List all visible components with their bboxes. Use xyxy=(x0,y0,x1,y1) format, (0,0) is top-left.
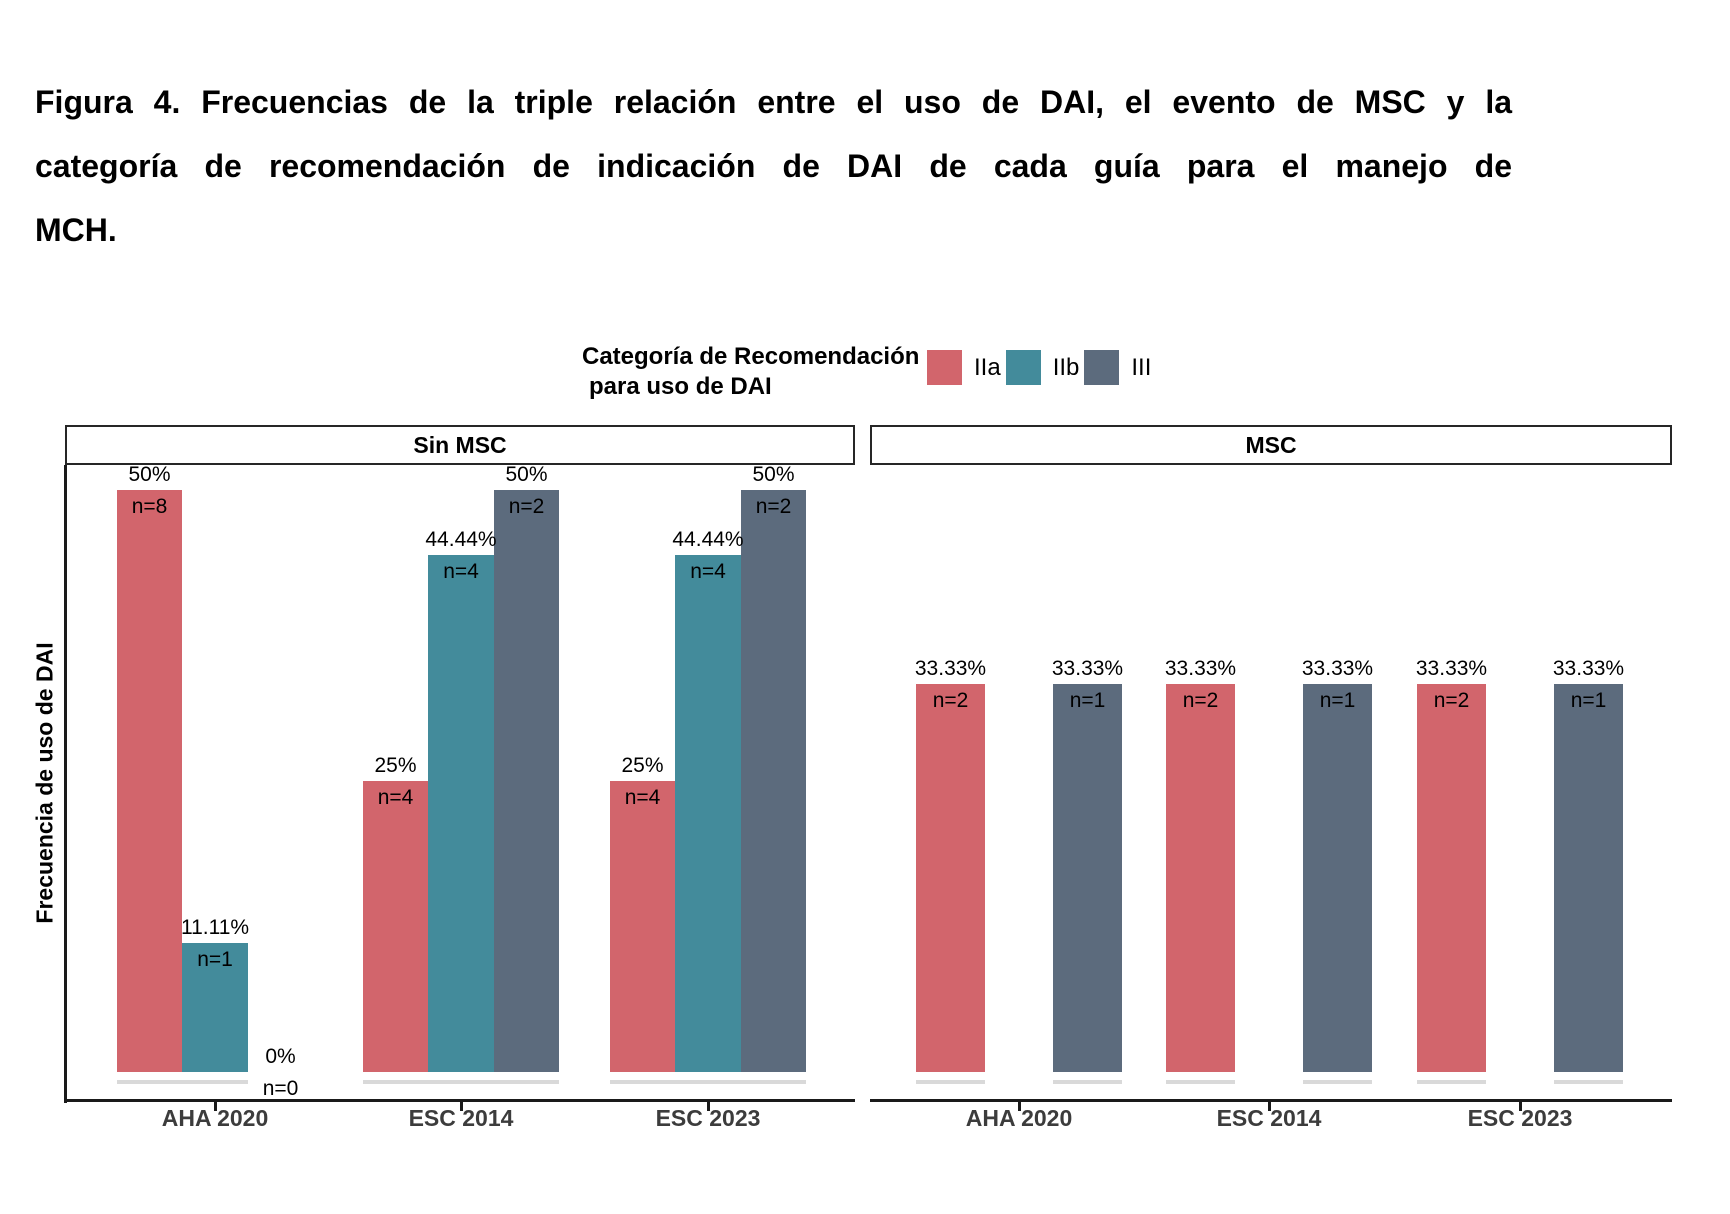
x-axis-line xyxy=(65,1099,855,1102)
bar-n-label: n=2 xyxy=(508,495,545,518)
x-axis-tick xyxy=(213,1102,217,1111)
bar-pct-label: 50% xyxy=(752,463,795,486)
bar-shadow xyxy=(609,1080,676,1084)
bar-pct-label: 44.44% xyxy=(672,528,744,551)
bar-pct-label: 33.33% xyxy=(1164,657,1237,680)
bar-msc-aha-2020-iii xyxy=(1053,684,1122,1072)
bar-n-label: n=4 xyxy=(377,786,414,809)
x-axis-tick xyxy=(459,1102,463,1111)
bar-sin-msc-esc-2023-iia xyxy=(609,781,676,1072)
bar-n-label: n=2 xyxy=(1182,689,1219,712)
tick-label-msc-esc-2023: ESC 2023 xyxy=(1467,1105,1573,1131)
bar-sin-msc-esc-2014-iii xyxy=(493,490,560,1072)
bar-n-label: n=8 xyxy=(131,495,168,518)
legend-item-iii: III xyxy=(1084,350,1151,385)
bar-sin-msc-esc-2023-iib xyxy=(675,555,741,1072)
bar-n-label: n=2 xyxy=(1433,689,1470,712)
figure-title-line-2: categoría de recomendación de indicación… xyxy=(35,148,1512,184)
bar-n-label: n=1 xyxy=(1069,689,1106,712)
bar-n-label: n=2 xyxy=(932,689,969,712)
tick-label-sin-msc-esc-2014: ESC 2014 xyxy=(408,1105,514,1131)
bar-msc-aha-2020-iia xyxy=(916,684,985,1072)
legend-swatch-iia xyxy=(927,350,962,385)
figure-title-line-1: Figura 4. Frecuencias de la triple relac… xyxy=(35,84,1512,120)
bar-msc-esc-2023-iia xyxy=(1417,684,1486,1072)
bar-sin-msc-aha-2020-iia xyxy=(116,490,183,1072)
bar-msc-esc-2023-iii xyxy=(1554,684,1623,1072)
legend: IIa IIb III xyxy=(927,350,1151,385)
figure-title: Figura 4. Frecuencias de la triple relac… xyxy=(35,70,1512,262)
bar-n-label: n=2 xyxy=(755,495,792,518)
bar-sin-msc-esc-2014-iib xyxy=(428,555,494,1072)
bar-n-label: n=0 xyxy=(262,1077,299,1100)
bar-n-label: n=4 xyxy=(690,560,726,583)
bar-shadow xyxy=(182,1080,248,1084)
facet-strip-msc: MSC xyxy=(870,425,1672,465)
bar-shadow xyxy=(116,1080,183,1084)
bar-shadow xyxy=(428,1080,494,1084)
legend-label-iii: III xyxy=(1131,353,1152,381)
legend-item-iib: IIb xyxy=(1005,350,1080,385)
bar-shadow xyxy=(1166,1080,1235,1084)
bar-shadow xyxy=(740,1080,807,1084)
x-axis-tick xyxy=(1518,1102,1522,1111)
bar-n-label: n=1 xyxy=(197,948,233,971)
legend-title-line-2: para uso de DAI xyxy=(589,373,772,400)
legend-title: Categoría de Recomendación para uso de D… xyxy=(582,342,919,402)
bar-pct-label: 33.33% xyxy=(1552,657,1625,680)
bar-shadow xyxy=(1417,1080,1486,1084)
bar-pct-label: 25% xyxy=(621,754,664,777)
bar-sin-msc-esc-2023-iii xyxy=(740,490,807,1072)
bar-pct-label: 33.33% xyxy=(1051,657,1124,680)
bar-pct-label: 50% xyxy=(128,463,171,486)
bar-shadow xyxy=(1554,1080,1623,1084)
bar-shadow xyxy=(362,1080,429,1084)
tick-label-sin-msc-aha-2020: AHA 2020 xyxy=(161,1105,269,1131)
bar-pct-label: 33.33% xyxy=(1301,657,1374,680)
bar-sin-msc-aha-2020-iib xyxy=(182,943,248,1072)
x-axis-line xyxy=(870,1099,1672,1102)
bar-pct-label: 0% xyxy=(265,1045,296,1068)
bar-pct-label: 33.33% xyxy=(914,657,987,680)
bar-sin-msc-esc-2014-iia xyxy=(362,781,429,1072)
bar-shadow xyxy=(675,1080,741,1084)
bar-msc-esc-2014-iia xyxy=(1166,684,1235,1072)
bar-shadow xyxy=(493,1080,560,1084)
bar-pct-label: 11.11% xyxy=(180,916,250,939)
tick-label-msc-esc-2014: ESC 2014 xyxy=(1216,1105,1322,1131)
legend-item-iia: IIa xyxy=(927,350,1001,385)
legend-swatch-iii xyxy=(1084,350,1120,385)
bar-pct-label: 44.44% xyxy=(425,528,497,551)
y-axis-title: Frecuencia de uso de DAI xyxy=(31,642,58,924)
tick-label-sin-msc-esc-2023: ESC 2023 xyxy=(655,1105,761,1131)
legend-swatch-iib xyxy=(1005,350,1041,385)
tick-label-msc-aha-2020: AHA 2020 xyxy=(965,1105,1073,1131)
bar-pct-label: 33.33% xyxy=(1415,657,1488,680)
bar-pct-label: 25% xyxy=(374,754,417,777)
facet-strip-sin-msc: Sin MSC xyxy=(65,425,855,465)
bar-n-label: n=1 xyxy=(1570,689,1607,712)
legend-label-iib: IIb xyxy=(1052,353,1080,381)
bar-n-label: n=1 xyxy=(1319,689,1356,712)
legend-label-iia: IIa xyxy=(974,353,1001,381)
bar-shadow xyxy=(916,1080,985,1084)
bar-shadow xyxy=(1303,1080,1372,1084)
y-axis-line xyxy=(64,465,67,1103)
x-axis-tick xyxy=(706,1102,710,1111)
bar-n-label: n=4 xyxy=(443,560,479,583)
bar-n-label: n=4 xyxy=(624,786,661,809)
figure-title-line-3: MCH. xyxy=(35,212,117,248)
bar-msc-esc-2014-iii xyxy=(1303,684,1372,1072)
bar-pct-label: 50% xyxy=(505,463,548,486)
x-axis-tick xyxy=(1267,1102,1271,1111)
bar-shadow xyxy=(1053,1080,1122,1084)
legend-title-line-1: Categoría de Recomendación xyxy=(582,343,920,370)
x-axis-tick xyxy=(1017,1102,1021,1111)
